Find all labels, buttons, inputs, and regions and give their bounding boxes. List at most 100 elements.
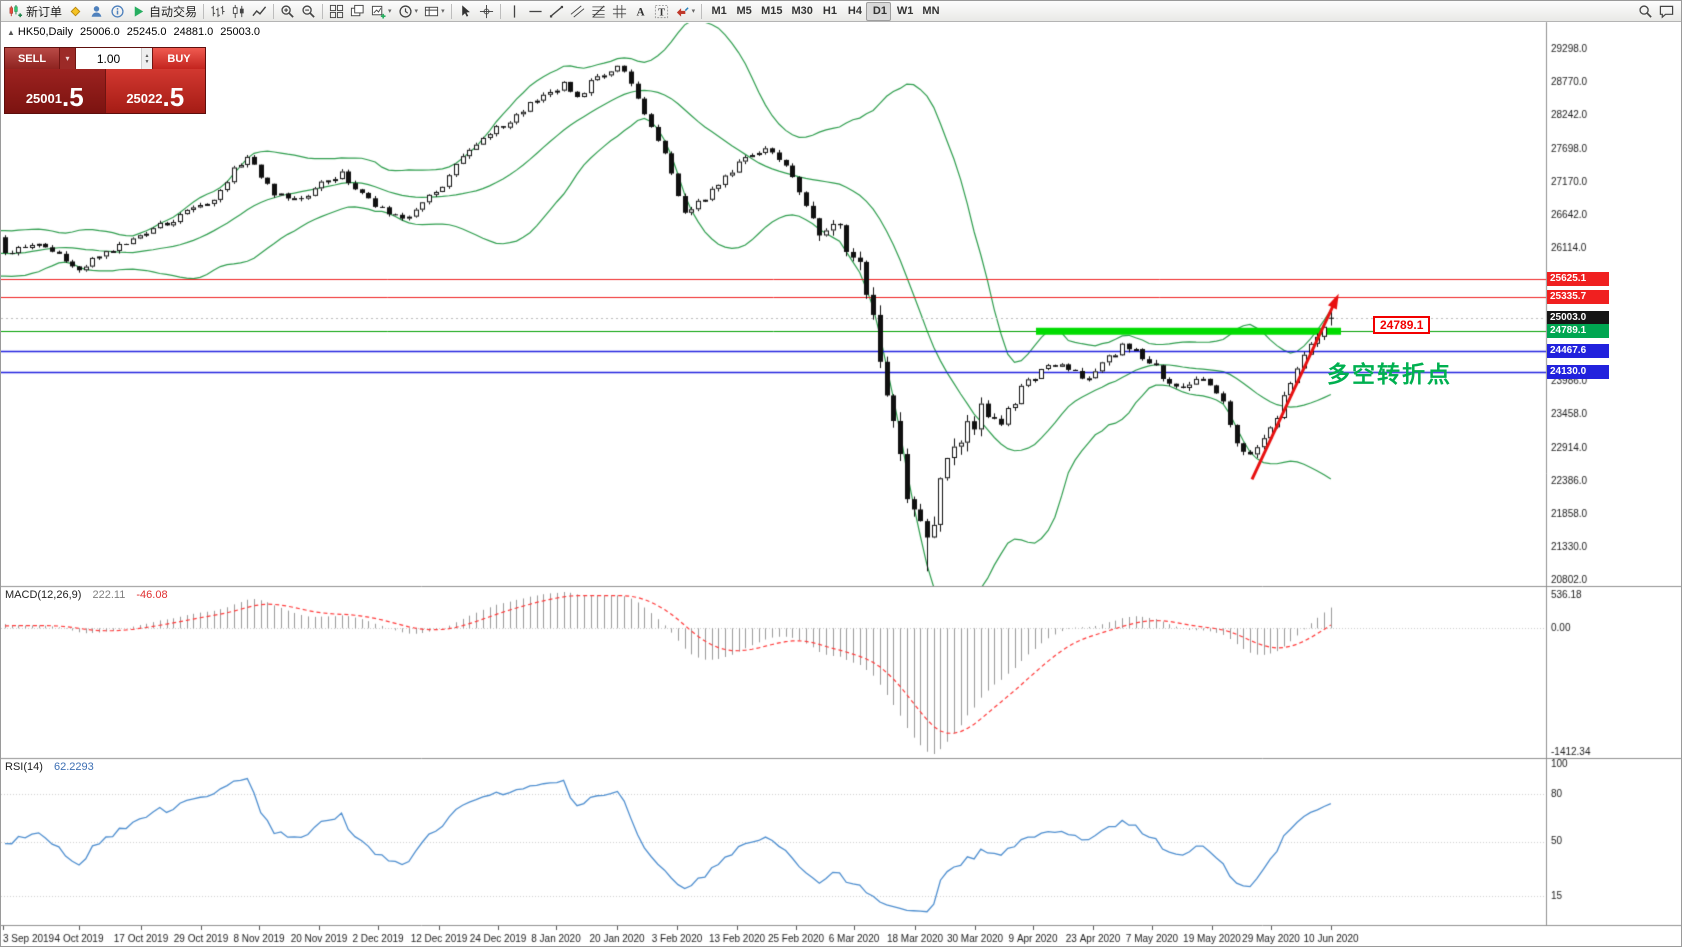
line-chart-button[interactable]	[249, 2, 270, 21]
bar-chart-button[interactable]	[207, 2, 228, 21]
macd-signal-value: -46.08	[136, 589, 168, 601]
buy-price[interactable]: 25022.5	[104, 69, 205, 113]
toolbar-right-group	[1635, 2, 1677, 21]
sell-price[interactable]: 25001.5	[5, 69, 105, 113]
toolbar-separator	[273, 3, 275, 19]
tile-icon	[329, 4, 344, 19]
volume-input[interactable]	[76, 48, 141, 69]
community-button[interactable]	[1656, 2, 1677, 21]
crosshair-button[interactable]	[476, 2, 497, 21]
cursor-button[interactable]	[455, 2, 476, 21]
toolbar-separator	[203, 3, 205, 19]
volume-up-icon[interactable]: ▲	[144, 52, 150, 59]
price-tag-25335.7: 25335.7	[1547, 290, 1609, 305]
toolbar: 新订单 自动交易 ▾ ▾ ▾ A T ▾ M1 M5 M15 M30 H1 H4 D1 W1 MN	[1, 1, 1681, 22]
profile-button[interactable]	[86, 2, 107, 21]
toolbar-separator	[322, 3, 324, 19]
periods-button[interactable]: ▾	[395, 2, 422, 21]
grid-button[interactable]	[609, 2, 630, 21]
toolbar-separator	[701, 3, 703, 19]
volume-down-icon[interactable]: ▼	[144, 58, 150, 65]
search-button[interactable]	[1635, 2, 1656, 21]
ohlc-low-value: 24881.0	[173, 26, 214, 38]
tf-mn-label: MN	[922, 5, 940, 17]
toolbar-separator	[450, 3, 452, 19]
text-button[interactable]: A	[630, 2, 651, 21]
tf-d1-button[interactable]: D1	[865, 1, 891, 21]
arrow-objects-button[interactable]: ▾	[672, 2, 699, 21]
cursor-icon	[458, 4, 473, 19]
equidistant-channel-button[interactable]	[567, 2, 588, 21]
ohlc-high-value: 25245.0	[126, 26, 167, 38]
new-order-button[interactable]: 新订单	[5, 2, 65, 21]
tf-mn-button[interactable]: MN	[916, 2, 942, 21]
sell-price-main: 25001	[25, 91, 62, 106]
new-order-icon	[8, 4, 23, 19]
ohlc-icon	[210, 4, 225, 19]
play-icon	[131, 4, 146, 19]
tf-w1-label: W1	[896, 5, 914, 17]
sell-button[interactable]: SELL	[5, 48, 60, 69]
one-click-trading-panel: SELL ▾ ▲ ▼ BUY 25001.5 25022.5	[4, 47, 206, 114]
info-button[interactable]	[107, 2, 128, 21]
tf-h4-button[interactable]: H4	[841, 2, 866, 21]
fibonacci-retracement-button[interactable]	[588, 2, 609, 21]
tile-windows-button[interactable]	[326, 2, 347, 21]
autotrading-label: 自动交易	[149, 4, 198, 19]
tf-w1-button[interactable]: W1	[891, 2, 917, 21]
price-tag-24130.0: 24130.0	[1547, 365, 1609, 380]
candlestick-chart-button[interactable]	[228, 2, 249, 21]
tf-m5-button[interactable]: M5	[730, 2, 755, 21]
textT-icon: T	[654, 4, 669, 19]
chart-properties-button[interactable]: ▾	[421, 2, 448, 21]
grid-icon	[612, 4, 627, 19]
vertical-line-button[interactable]	[504, 2, 525, 21]
crosshair-icon	[479, 4, 494, 19]
channel-icon	[570, 4, 585, 19]
tf-m1-button[interactable]: M1	[705, 2, 730, 21]
horizontal-line-button[interactable]	[525, 2, 546, 21]
rsi-value: 62.2293	[53, 761, 94, 773]
metaeditor-button[interactable]	[65, 2, 86, 21]
text-label-button[interactable]: T	[651, 2, 672, 21]
support-level-price-label[interactable]: 24789.1	[1373, 316, 1431, 334]
dropdown-arrow-icon: ▾	[414, 8, 419, 15]
macd-indicator-label: MACD(12,26,9) 222.11 -46.08	[5, 589, 176, 601]
toolbar-separator	[499, 3, 501, 19]
zoom-in-button[interactable]	[277, 2, 298, 21]
sell-price-pips: .5	[61, 82, 84, 112]
clock-icon	[398, 4, 413, 19]
ohlc-open-value: 25006.0	[79, 26, 120, 38]
volume-spinner[interactable]: ▲ ▼	[141, 48, 152, 69]
trade-options-dropdown[interactable]: ▾	[60, 48, 76, 69]
textA-icon: A	[633, 4, 648, 19]
tf-m30-button[interactable]: M30	[786, 2, 816, 21]
macd-name: MACD(12,26,9)	[5, 589, 82, 601]
diamond-icon	[68, 4, 83, 19]
new-chart-button[interactable]: ▾	[368, 2, 395, 21]
rsi-indicator-label: RSI(14) 62.2293	[5, 761, 102, 773]
turning-point-annotation[interactable]: 多空转折点	[1327, 361, 1452, 387]
chat-icon	[1659, 4, 1674, 19]
zoom-in-icon	[280, 4, 295, 19]
price-tag-24789.1: 24789.1	[1547, 324, 1609, 339]
svg-text:A: A	[636, 6, 645, 18]
magnifier-icon	[1638, 4, 1653, 19]
volume-field: ▲ ▼	[76, 48, 153, 69]
zoom-out-button[interactable]	[298, 2, 319, 21]
tf-m15-label: M15	[761, 5, 783, 17]
tf-h1-button[interactable]: H1	[816, 2, 841, 21]
linechart-icon	[252, 4, 267, 19]
dropdown-arrow-icon: ▾	[691, 8, 696, 15]
macd-value: 222.11	[92, 589, 126, 601]
chart-title: ▲ HK50,Daily 25006.0 25245.0 24881.0 25003.0	[7, 26, 267, 38]
auto-arrange-button[interactable]	[347, 2, 368, 21]
autotrading-button[interactable]: 自动交易	[128, 2, 200, 21]
buy-price-main: 25022	[126, 91, 163, 106]
buy-button[interactable]: BUY	[153, 48, 205, 69]
price-tag-25625.1: 25625.1	[1547, 272, 1609, 287]
trend-line-button[interactable]	[546, 2, 567, 21]
tf-m15-button[interactable]: M15	[755, 2, 785, 21]
